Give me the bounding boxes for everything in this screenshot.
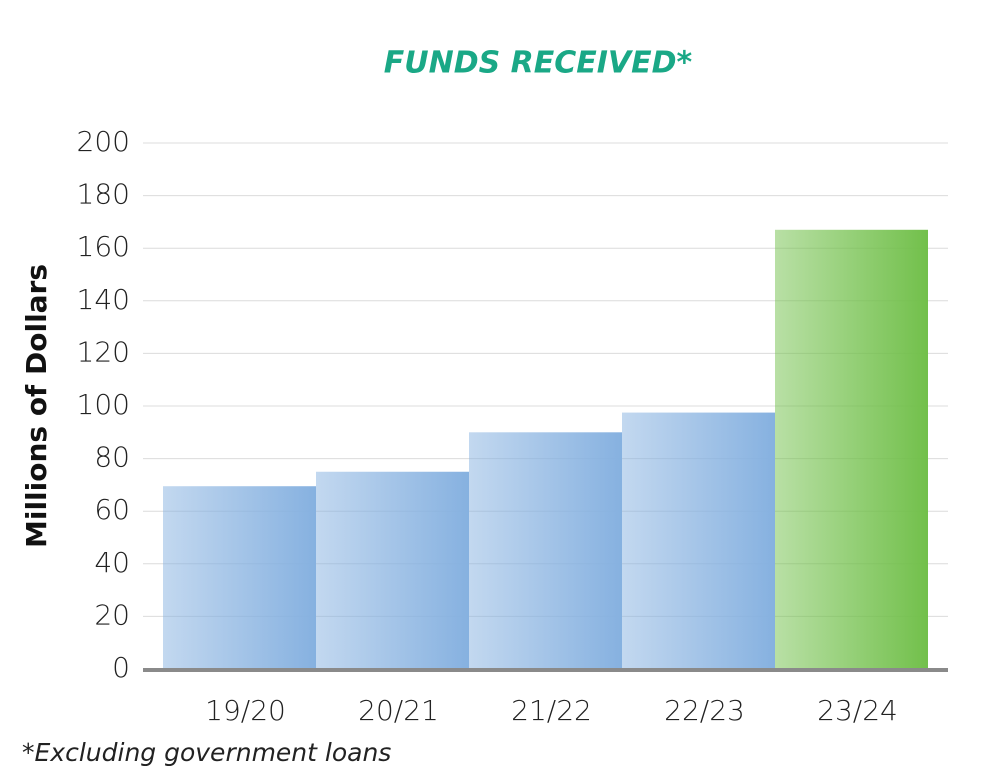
y-tick-label: 180	[77, 178, 130, 211]
y-tick-label: 120	[77, 335, 130, 368]
bar	[469, 432, 622, 669]
x-tick-label: 19/20	[205, 694, 286, 727]
y-tick-label: 60	[94, 493, 130, 526]
y-tick-label: 160	[77, 230, 130, 263]
y-tick-label: 100	[77, 388, 130, 421]
chart-title: FUNDS RECEIVED*	[384, 46, 693, 81]
y-axis-label: Millions of Dollars	[20, 264, 53, 548]
y-tick-label: 40	[94, 546, 130, 579]
x-tick-label: 23/24	[817, 694, 898, 727]
bar	[163, 486, 316, 669]
y-tick-label: 200	[77, 125, 130, 158]
y-tick-label: 140	[77, 283, 130, 316]
x-tick-label: 22/23	[664, 694, 745, 727]
y-tick-label: 20	[94, 598, 130, 631]
x-tick-label: 21/22	[511, 694, 592, 727]
bar	[775, 229, 928, 670]
x-tick-label: 20/21	[358, 694, 439, 727]
y-tick-label: 0	[112, 651, 130, 684]
y-tick-label: 80	[94, 441, 130, 474]
footnote: *Excluding government loans	[22, 738, 391, 767]
bar	[316, 471, 469, 669]
bar	[622, 412, 775, 669]
